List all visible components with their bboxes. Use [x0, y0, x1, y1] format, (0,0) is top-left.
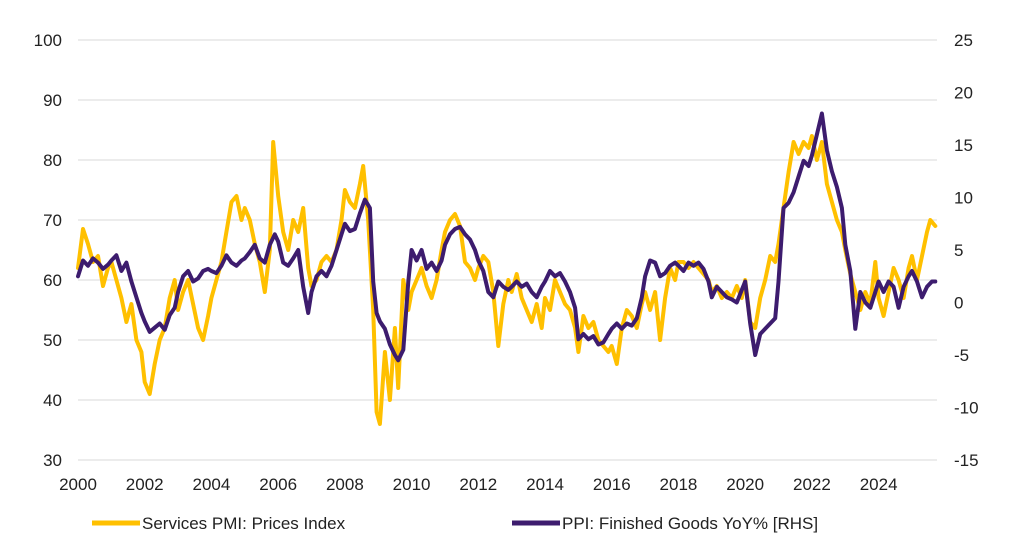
right-tick-label: 5	[954, 241, 963, 260]
legend-label-ppi: PPI: Finished Goods YoY% [RHS]	[562, 514, 818, 533]
right-tick-label: -5	[954, 346, 969, 365]
left-tick-label: 90	[43, 91, 62, 110]
left-tick-label: 70	[43, 211, 62, 230]
x-tick-label: 2014	[526, 475, 564, 494]
x-tick-label: 2002	[126, 475, 164, 494]
legend: Services PMI: Prices Index PPI: Finished…	[92, 514, 818, 533]
left-tick-label: 50	[43, 331, 62, 350]
right-axis-ticks: -15 -10 -5 0 5 10 15 20 25	[954, 31, 979, 470]
legend-label-pmi: Services PMI: Prices Index	[142, 514, 346, 533]
x-tick-label: 2008	[326, 475, 364, 494]
right-tick-label: -10	[954, 399, 979, 418]
left-tick-label: 100	[34, 31, 62, 50]
right-tick-label: -15	[954, 451, 979, 470]
right-tick-label: 20	[954, 84, 973, 103]
x-tick-label: 2024	[860, 475, 898, 494]
x-tick-label: 2012	[459, 475, 497, 494]
series-line-services-pmi	[76, 134, 938, 426]
x-tick-label: 2004	[193, 475, 231, 494]
x-tick-label: 2022	[793, 475, 831, 494]
x-tick-label: 2000	[59, 475, 97, 494]
x-tick-label: 2010	[393, 475, 431, 494]
x-tick-label: 2016	[593, 475, 631, 494]
series-lines	[76, 111, 938, 426]
left-tick-label: 40	[43, 391, 62, 410]
right-tick-label: 10	[954, 189, 973, 208]
right-tick-label: 15	[954, 136, 973, 155]
x-tick-label: 2006	[259, 475, 297, 494]
gridlines	[78, 39, 937, 461]
series-line-ppi-finished-goods	[76, 111, 938, 363]
x-tick-label: 2020	[726, 475, 764, 494]
left-tick-label: 80	[43, 151, 62, 170]
x-tick-label: 2018	[660, 475, 698, 494]
right-tick-label: 0	[954, 294, 963, 313]
left-tick-label: 30	[43, 451, 62, 470]
right-tick-label: 25	[954, 31, 973, 50]
x-axis-ticks: 2000 2002 2004 2006 2008 2010 2012 2014 2016 2018…	[59, 475, 897, 494]
left-tick-label: 60	[43, 271, 62, 290]
left-axis-ticks: 30 40 50 60 70 80 90 100	[34, 31, 62, 470]
